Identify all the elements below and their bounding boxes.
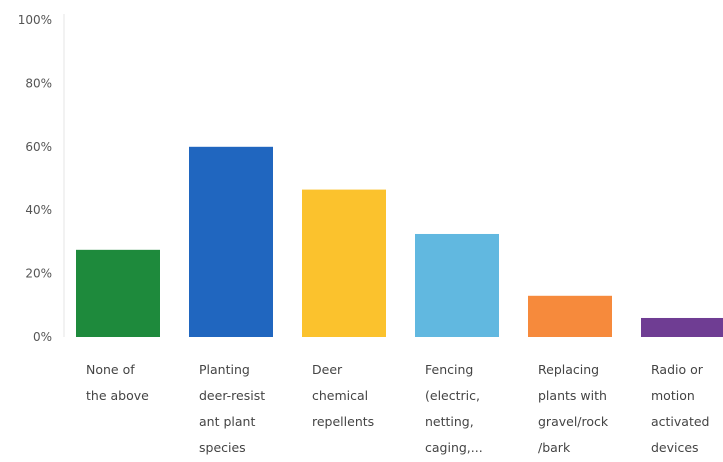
bar bbox=[415, 233, 499, 337]
category-label-line: plants with bbox=[538, 388, 607, 403]
y-tick-label: 40% bbox=[25, 203, 52, 217]
bar bbox=[302, 189, 386, 337]
y-tick-label: 0% bbox=[33, 330, 52, 344]
category-label-line: None of bbox=[86, 362, 135, 377]
category-label-line: ant plant bbox=[199, 414, 256, 429]
category-label: Deer chemical repellents bbox=[312, 357, 404, 435]
category-label-line: Fencing bbox=[425, 362, 474, 377]
bars bbox=[76, 146, 723, 337]
category-label-line: caging,... bbox=[425, 440, 483, 455]
category-label-line: devices bbox=[651, 440, 699, 455]
y-tick-label: 20% bbox=[25, 267, 52, 281]
category-label-line: Replacing bbox=[538, 362, 600, 377]
category-label: Planting deer-resist ant plant species bbox=[199, 357, 291, 461]
category-label: None of the above bbox=[86, 357, 178, 409]
category-label-line: Planting bbox=[199, 362, 250, 377]
category-label-line: Deer bbox=[312, 362, 343, 377]
category-label-line: Radio or bbox=[651, 362, 703, 377]
y-tick-label: 80% bbox=[25, 76, 52, 90]
y-tick-label: 100% bbox=[18, 13, 52, 27]
category-label: Fencing (electric, netting, caging,... bbox=[425, 357, 517, 461]
category-label-line: /bark bbox=[538, 440, 571, 455]
category-label-line: activated bbox=[651, 414, 710, 429]
category-label: Replacing plants with gravel/rock/bark bbox=[538, 357, 630, 461]
category-label-line: species bbox=[199, 440, 246, 455]
category-label-line: motion bbox=[651, 388, 695, 403]
y-tick-label: 60% bbox=[25, 140, 52, 154]
category-label-line: (electric, bbox=[425, 388, 480, 403]
category-label-line: chemical bbox=[312, 388, 369, 403]
bar bbox=[189, 146, 273, 337]
category-label-line: deer-resist bbox=[199, 388, 266, 403]
category-label-line: gravel/rock bbox=[538, 414, 609, 429]
category-label-line: the above bbox=[86, 388, 149, 403]
bar bbox=[76, 249, 160, 337]
category-label-line: repellents bbox=[312, 414, 375, 429]
y-axis-ticks: 0% 20% 40% 60% 80% 100% bbox=[18, 13, 52, 344]
category-label: Radio or motion activated devices bbox=[651, 357, 723, 461]
bar bbox=[641, 317, 723, 337]
bar bbox=[528, 295, 612, 337]
category-label-line: netting, bbox=[425, 414, 474, 429]
